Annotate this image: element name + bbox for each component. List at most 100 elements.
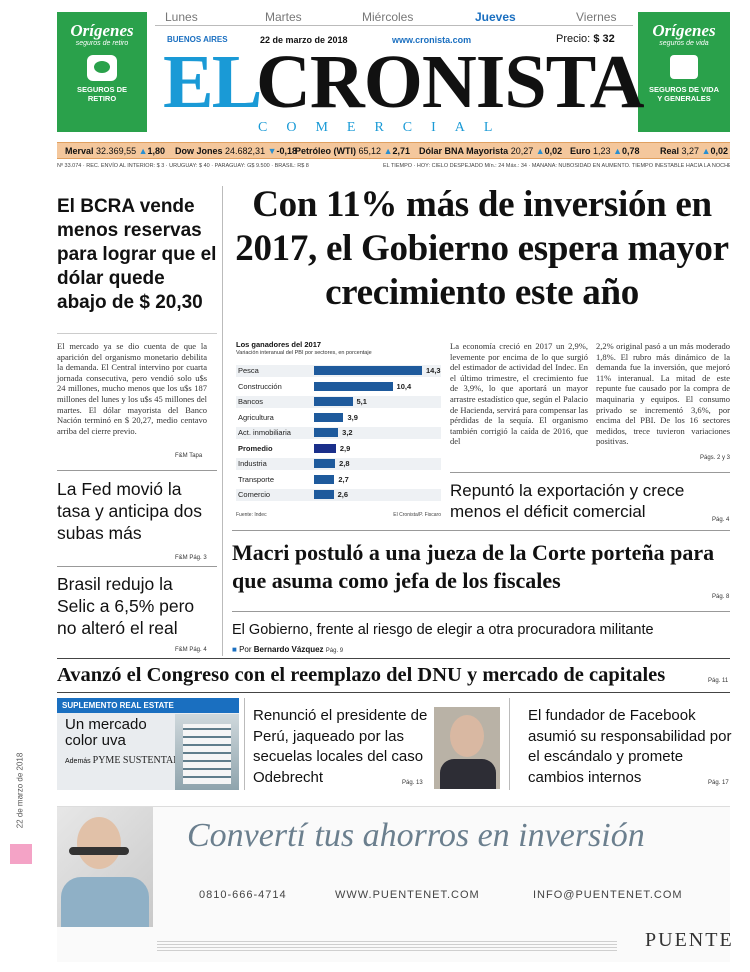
chart-value-label: 3,2	[342, 428, 353, 437]
column-divider	[244, 698, 245, 790]
byline-prefix: Por	[239, 645, 252, 654]
ticker-dow: Dow Jones 24.682,31 ▼-0,18	[175, 146, 298, 156]
facebook-headline[interactable]: El fundador de Facebook asumió su respon…	[528, 707, 732, 786]
chart-row: Act. inmobiliaria 3,2	[236, 427, 441, 439]
chart-row: Promedio 2,9	[236, 442, 441, 455]
fed-page: F&M Pág. 3	[175, 555, 207, 561]
bcra-body: El mercado ya se dio cuenta de que la ap…	[57, 341, 207, 436]
supplement-also: Además PYME SUSTENTABILIDAD	[65, 755, 239, 766]
also-prefix: Además	[65, 758, 91, 765]
peru-headline[interactable]: Renunció el presidente de Perú, jaqueado…	[253, 707, 428, 786]
edition-info: Nº 33.074 · REC. ENVÍO AL INTERIOR: $ 3 …	[57, 163, 309, 169]
chart-row: Construcción 10,4	[236, 380, 441, 393]
divider	[57, 470, 217, 471]
main-page: Págs. 2 y 3	[700, 455, 731, 461]
chart-value-label: 3,9	[347, 412, 358, 422]
supplement-box[interactable]: SUPLEMENTO REAL ESTATE Un mercado color …	[57, 698, 239, 790]
market-ticker: Merval 32.369,55 ▲1,80 Dow Jones 24.682,…	[57, 142, 730, 159]
chart-credit: El Cronista/P. Fiscaro	[393, 512, 441, 518]
price-value: $ 32	[593, 33, 615, 45]
piggy-icon	[87, 55, 117, 81]
ad-fineprint	[157, 939, 617, 953]
divider	[57, 333, 217, 334]
ad-phone: 0810-666-4714	[199, 889, 287, 901]
weather-info: EL TIEMPO · HOY: CIELO DESPEJADO Mín.: 2…	[383, 163, 730, 169]
masthead-url[interactable]: www.cronista.com	[392, 35, 472, 45]
ticker-merval: Merval 32.369,55 ▲1,80	[65, 146, 166, 156]
also-items: PYME SUSTENTABILIDAD	[92, 755, 215, 766]
masthead-subtitle: COMERCIAL	[258, 120, 512, 135]
facebook-page: Pág. 17	[708, 780, 729, 786]
peru-photo	[434, 707, 500, 789]
ticker-euro: Euro 1,23 ▲0,78	[570, 146, 640, 156]
main-body-col3: 2,2% original pasó a un más moderado 1,8…	[596, 341, 730, 447]
umbrella-icon	[670, 55, 698, 79]
bcra-source: F&M Tapa	[175, 453, 203, 459]
gobierno-byline: ■ Por Bernardo Vázquez Pág. 9	[232, 645, 344, 654]
ticker-real: Real 3,27 ▲0,02	[660, 146, 729, 156]
gdp-chart: Los ganadores del 2017 Variación interan…	[236, 340, 441, 522]
macri-page: Pág. 8	[712, 594, 730, 600]
congreso-headline[interactable]: Avanzó el Congreso con el reemplazo del …	[57, 664, 666, 686]
ad-web: WWW.PUENTENET.COM	[335, 889, 480, 901]
promo-label: SEGUROS DE RETIRO	[76, 85, 127, 103]
chart-bar	[314, 397, 353, 406]
byline-author: Bernardo Vázquez	[253, 645, 324, 654]
masthead-city: BUENOS AIRES	[167, 35, 228, 44]
puente-ad[interactable]: Convertí tus ahorros en inversión 0810-6…	[57, 806, 732, 962]
color-swatch	[10, 844, 32, 864]
bcra-headline[interactable]: El BCRA vende menos reservas para lograr…	[57, 196, 217, 313]
column-divider	[509, 698, 510, 790]
day-martes: Martes	[265, 10, 302, 24]
chart-row: Transporte 2,7	[236, 473, 441, 486]
weekday-bar: Lunes Martes Miércoles Jueves Viernes	[155, 10, 633, 26]
chart-bar	[314, 366, 422, 375]
export-headline[interactable]: Repuntó la exportación y crece menos el …	[450, 481, 685, 521]
masthead-title: CRONISTA	[256, 40, 645, 124]
chart-bar	[314, 490, 334, 499]
macri-headline[interactable]: Macri postuló a una jueza de la Corte po…	[232, 540, 715, 593]
congreso-page: Pág. 11	[708, 678, 729, 684]
chart-value-label: 14,3	[426, 366, 441, 375]
chart-bar	[314, 428, 339, 437]
main-headline[interactable]: Con 11% más de inversión en 2017, el Gob…	[235, 184, 729, 313]
ad-brand: PUENTE	[645, 929, 734, 951]
supplement-title: Un mercado color uva	[65, 716, 147, 749]
chart-category-label: Promedio	[238, 443, 273, 453]
chart-category-label: Act. inmobiliaria	[238, 428, 291, 437]
gobierno-headline[interactable]: El Gobierno, frente al riesgo de elegir …	[232, 622, 654, 638]
masthead-price: Precio: $ 32	[556, 33, 615, 45]
chart-category-label: Industria	[238, 459, 267, 468]
chart-source: Fuente: Indec	[236, 512, 267, 518]
day-lunes: Lunes	[165, 10, 198, 24]
chart-category-label: Transporte	[238, 474, 274, 484]
ad-headline: Convertí tus ahorros en inversión	[187, 817, 645, 854]
chart-bar	[314, 412, 344, 422]
day-viernes: Viernes	[576, 10, 617, 24]
chart-row: Comercio 2,6	[236, 489, 441, 501]
chart-category-label: Agricultura	[238, 412, 274, 422]
brasil-page: F&M Pág. 4	[175, 647, 207, 653]
masthead-date: 22 de marzo de 2018	[260, 35, 348, 45]
fed-headline[interactable]: La Fed movió la tasa y anticipa dos suba…	[57, 479, 202, 543]
day-miercoles: Miércoles	[362, 10, 414, 24]
divider	[232, 611, 730, 612]
chart-row: Pesca 14,3	[236, 365, 441, 377]
chart-value-label: 2,9	[339, 443, 351, 453]
divider	[57, 658, 730, 659]
divider	[57, 692, 730, 693]
brasil-headline[interactable]: Brasil redujo la Selic a 6,5% pero no al…	[57, 574, 195, 638]
chart-row: Industria 2,8	[236, 458, 441, 470]
divider	[232, 530, 730, 531]
left-promo[interactable]: Orígenes seguros de retiro SEGUROS DE RE…	[57, 12, 147, 132]
promo-brand: Orígenes	[652, 21, 716, 40]
gobierno-page: Pág. 9	[325, 648, 344, 654]
promo-tagline: seguros de vida	[659, 40, 709, 47]
right-promo[interactable]: Orígenes seguros de vida SEGUROS DE VIDA…	[638, 12, 730, 132]
promo-tagline: seguros de retiro	[75, 40, 129, 47]
divider	[450, 472, 730, 473]
chart-category-label: Bancos	[238, 397, 264, 406]
chart-title: Los ganadores del 2017	[236, 340, 322, 349]
chart-value-label: 10,4	[396, 381, 412, 391]
price-label: Precio:	[556, 33, 591, 45]
